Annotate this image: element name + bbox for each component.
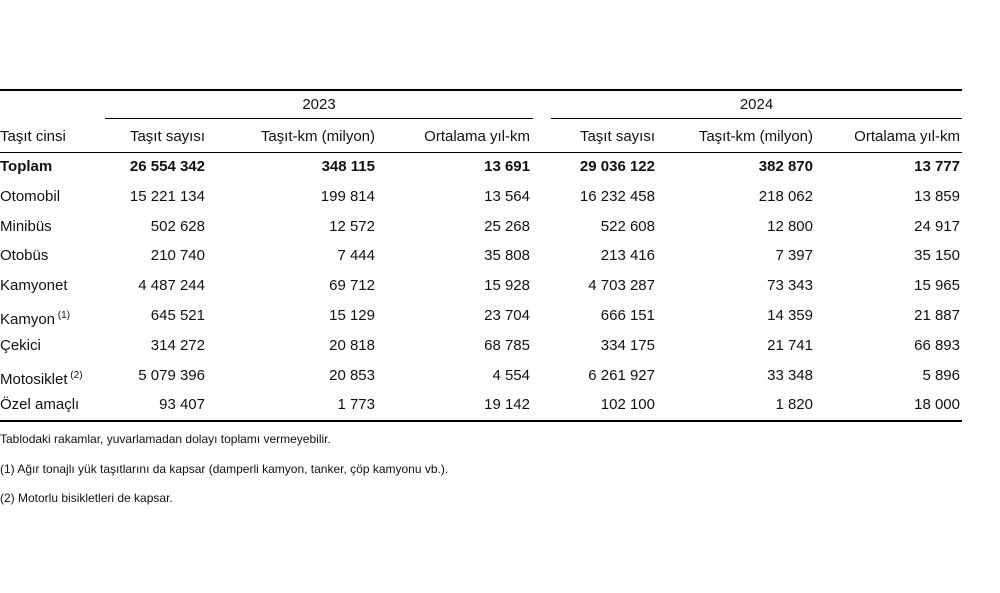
- cell: 210 740: [150, 247, 205, 265]
- cell: 7 444: [337, 247, 375, 265]
- cell: 4 487 244: [138, 277, 205, 295]
- cell: 15 965: [914, 277, 960, 295]
- row-label: Otomobil: [0, 187, 61, 205]
- cell: 15 928: [484, 277, 530, 295]
- column-header: Taşıt cinsi: [0, 128, 66, 145]
- cell: 13 777: [914, 158, 960, 175]
- column-header: Taşıt-km (milyon): [698, 128, 813, 145]
- cell: 13 859: [914, 187, 960, 205]
- cell: 334 175: [600, 336, 655, 354]
- cell: 26 554 342: [129, 158, 205, 175]
- row-label: Kamyon (1): [0, 310, 71, 328]
- column-header: Ortalama yıl-km: [424, 128, 530, 145]
- cell: 15 129: [329, 307, 375, 324]
- footnote: Tablodaki rakamlar, yuvarlamadan dolayı …: [0, 432, 331, 446]
- cell: 13 691: [484, 158, 530, 175]
- cell: 69 712: [329, 277, 375, 295]
- bottom-rule: [0, 420, 962, 422]
- cell: 73 343: [767, 277, 813, 295]
- footnote-ref: (1): [55, 310, 71, 321]
- column-header: Taşıt-km (milyon): [260, 128, 375, 145]
- cell: 5 896: [922, 366, 960, 384]
- cell: 35 150: [914, 247, 960, 265]
- cell: 23 704: [484, 307, 530, 324]
- cell: 522 608: [600, 217, 655, 235]
- column-header: Taşıt sayısı: [129, 128, 205, 145]
- cell: 1 773: [337, 396, 375, 414]
- cell: 348 115: [321, 158, 375, 175]
- column-header: Ortalama yıl-km: [854, 128, 960, 145]
- cell: 213 416: [600, 247, 655, 265]
- cell: 102 100: [600, 396, 655, 414]
- cell: 4 554: [492, 366, 530, 384]
- cell: 20 818: [329, 336, 375, 354]
- cell: 502 628: [150, 217, 205, 235]
- cell: 14 359: [767, 307, 813, 324]
- column-header: Taşıt sayısı: [579, 128, 655, 145]
- cell: 21 887: [914, 307, 960, 324]
- cell: 12 572: [329, 217, 375, 235]
- row-label: Çekici: [0, 336, 41, 354]
- cell: 314 272: [150, 336, 205, 354]
- footnote: (2) Motorlu bisikletleri de kapsar.: [0, 491, 173, 505]
- cell: 4 703 287: [588, 277, 655, 295]
- row-label: Minibüs: [0, 217, 52, 235]
- cell: 666 151: [600, 307, 655, 324]
- row-label: Kamyonet: [0, 277, 68, 295]
- cell: 645 521: [150, 307, 205, 324]
- cell: 24 917: [914, 217, 960, 235]
- cell: 382 870: [758, 158, 813, 175]
- cell: 12 800: [767, 217, 813, 235]
- cell: 20 853: [329, 366, 375, 384]
- cell: 13 564: [484, 187, 530, 205]
- group-header: 2023: [302, 96, 336, 113]
- cell: 68 785: [484, 336, 530, 354]
- group-header: 2024: [739, 96, 774, 113]
- cell: 199 814: [320, 187, 375, 205]
- cell: 15 221 134: [129, 187, 205, 205]
- cell: 66 893: [914, 336, 960, 354]
- group-rule: [105, 118, 533, 119]
- cell: 18 000: [914, 396, 960, 414]
- cell: 1 820: [775, 396, 813, 414]
- cell: 16 232 458: [579, 187, 655, 205]
- cell: 218 062: [758, 187, 813, 205]
- footnote: (1) Ağır tonajlı yük taşıtlarını da kaps…: [0, 461, 449, 476]
- group-rule: [551, 118, 962, 119]
- row-label: Otobüs: [0, 247, 49, 265]
- cell: 19 142: [484, 396, 530, 414]
- cell: 5 079 396: [138, 366, 205, 384]
- top-rule: [0, 89, 962, 91]
- cell: 25 268: [484, 217, 530, 235]
- cell: 33 348: [767, 366, 813, 384]
- row-label: Motosiklet (2): [0, 369, 83, 388]
- cell: 35 808: [484, 247, 530, 265]
- cell: 29 036 122: [579, 158, 655, 175]
- cell: 6 261 927: [588, 366, 655, 384]
- row-label: Özel amaçlı: [0, 396, 80, 414]
- row-label: Toplam: [0, 158, 53, 175]
- header-rule: [0, 152, 962, 153]
- cell: 7 397: [775, 247, 813, 265]
- cell: 93 407: [159, 396, 205, 414]
- cell: 21 741: [767, 336, 813, 354]
- footnote-ref: (2): [67, 369, 83, 381]
